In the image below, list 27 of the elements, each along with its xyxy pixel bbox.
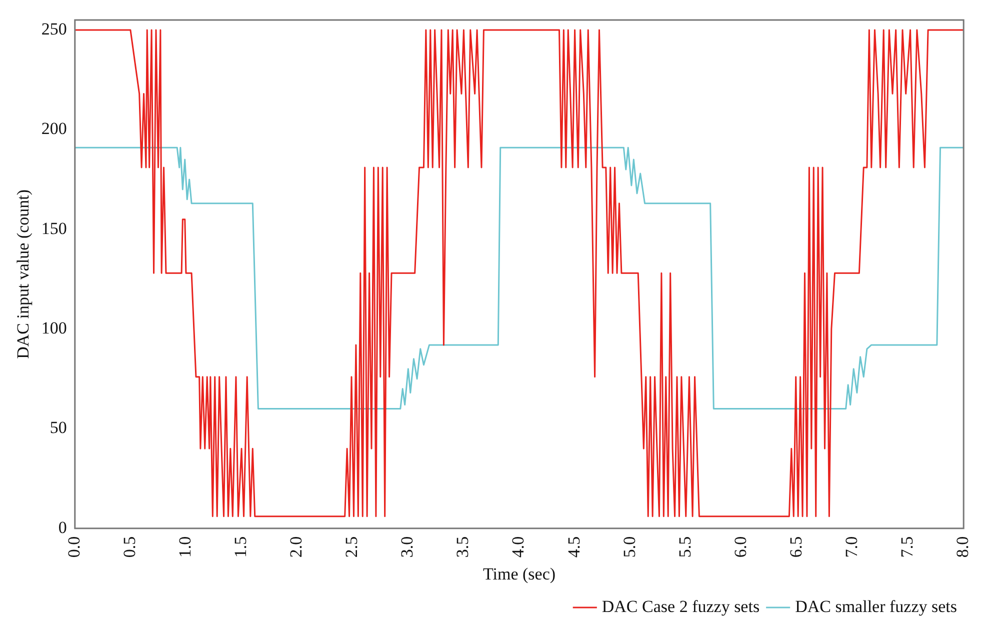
x-tick-label: 4.5	[564, 536, 584, 558]
y-axis-title: DAC input value (count)	[14, 189, 33, 359]
y-tick-label: 150	[41, 218, 67, 238]
x-tick-label: 1.0	[175, 536, 194, 558]
x-axis-title: Time (sec)	[482, 564, 556, 584]
legend-label: DAC smaller fuzzy sets	[795, 596, 958, 616]
y-tick-label: 50	[50, 418, 67, 438]
x-tick-label: 3.5	[453, 536, 472, 558]
y-tick-label: 0	[58, 518, 67, 537]
x-tick-label: 0.0	[64, 536, 84, 558]
x-tick-label: 8.0	[953, 536, 972, 558]
x-tick-label: 1.5	[231, 536, 250, 558]
x-tick-label: 6.0	[730, 536, 750, 558]
x-tick-label: 7.0	[842, 536, 861, 558]
x-tick-label: 3.0	[398, 536, 417, 558]
x-tick-label: 5.0	[620, 536, 639, 558]
y-tick-label: 100	[41, 318, 67, 338]
x-tick-label: 7.5	[898, 536, 917, 558]
x-tick-label: 6.5	[786, 536, 806, 558]
legend-label: DAC Case 2 fuzzy sets	[602, 596, 760, 616]
y-tick-label: 200	[41, 119, 67, 138]
x-tick-label: 0.5	[120, 536, 139, 558]
x-tick-label: 5.5	[675, 536, 694, 558]
x-tick-label: 4.0	[508, 536, 528, 558]
x-tick-label: 2.5	[342, 536, 362, 558]
x-tick-label: 2.0	[286, 536, 306, 558]
y-tick-label: 250	[41, 19, 67, 38]
